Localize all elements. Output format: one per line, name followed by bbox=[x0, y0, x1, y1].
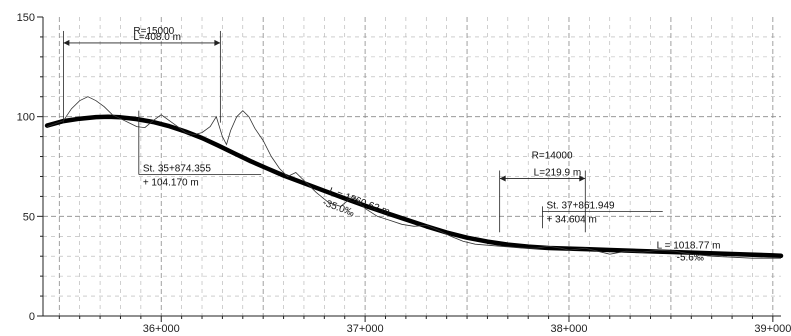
pvi2-station-label: St. 37+861.949 bbox=[546, 200, 615, 211]
ground-profile-line bbox=[46, 96, 781, 259]
curve1-arrow-end bbox=[214, 39, 221, 46]
y-tick-label: 150 bbox=[17, 12, 35, 24]
pvi2-elevation-label: + 34.604 m bbox=[546, 214, 596, 225]
curve2-arrow-start bbox=[499, 175, 506, 182]
tick-labels: 0 50 100 150 36+000 37+000 38+000 39+000 bbox=[17, 12, 791, 335]
curve1-radius-label: R=15000 bbox=[133, 26, 174, 37]
curve2-radius-label: R=14000 bbox=[532, 150, 573, 161]
pvi1-elevation-label: + 104.170 m bbox=[143, 177, 199, 188]
curve2-arrow-end bbox=[579, 175, 586, 182]
x-tick-label: 39+000 bbox=[754, 323, 791, 335]
profile-lines bbox=[44, 96, 784, 259]
curve1-arrow-start bbox=[63, 39, 70, 46]
grade2-slope-label: -5.6‰ bbox=[677, 253, 704, 264]
grid bbox=[43, 17, 781, 316]
curve2-length-label: L=219.9 m bbox=[534, 167, 582, 178]
axes bbox=[37, 16, 781, 322]
x-tick-label: 36+000 bbox=[143, 323, 180, 335]
y-tick-label: 0 bbox=[29, 311, 35, 323]
y-tick-label: 50 bbox=[23, 211, 35, 223]
pvi1-station-label: St. 35+874.355 bbox=[143, 163, 212, 174]
x-tick-label: 37+000 bbox=[347, 323, 384, 335]
curve1-length-label: L=408.0 m bbox=[133, 32, 181, 43]
y-tick-label: 100 bbox=[17, 112, 35, 124]
x-tick-label: 38+000 bbox=[550, 323, 587, 335]
grade2-length-label: L = 1018.77 m bbox=[657, 241, 721, 252]
